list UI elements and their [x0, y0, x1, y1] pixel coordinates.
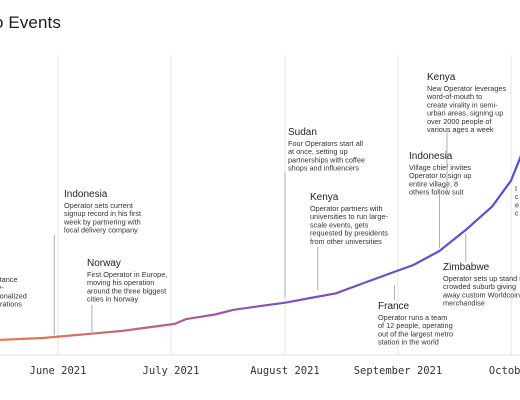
x-tick-label: September 2021 — [354, 365, 443, 377]
series-line — [0, 155, 520, 341]
annotation-title: Indonesia — [64, 189, 108, 200]
annotation-text-line: out of the largest metro — [378, 329, 453, 338]
annotation-text-line: universities to run large- — [310, 212, 388, 221]
annotation-text-line: Operator to sign up — [409, 171, 471, 180]
annotation-text-line: scale events, gets — [310, 220, 369, 229]
annotation-text-line: shops and influencers — [288, 164, 359, 173]
annotation-text-line: sonalized — [0, 291, 27, 300]
annotation-text-line: others follow suit — [409, 188, 463, 197]
annotation-text-line: Operator runs a team — [378, 313, 447, 322]
annotation-text-line: crowded suburb giving — [443, 282, 516, 291]
annotation-text-line: ly- — [0, 283, 4, 292]
annotation-text-line: requested by presidents — [310, 229, 388, 238]
annotation-text-line: merchandise — [443, 299, 485, 308]
annotation-text-line: around the three biggest — [87, 286, 166, 295]
annotation-text-line: New Operator leverages — [427, 84, 506, 93]
x-axis-ticks: June 2021 July 2021 August 2021 September 2… — [30, 365, 520, 377]
annotation-text-line: from other universities — [310, 237, 382, 246]
annotation-text-line: signup record in his first — [64, 209, 141, 218]
annotation-text-line: Operator sets current — [64, 201, 133, 210]
x-tick-label: July 2021 — [143, 365, 200, 377]
annotation-title: Kenya — [427, 72, 456, 83]
annotation-text-line: over 2000 people of — [427, 117, 492, 126]
annotation-text-line: station in the world — [378, 338, 439, 347]
annotation-title: Kenya — [310, 192, 339, 203]
annotation-title: Indonesia — [409, 151, 453, 162]
event-annotation: stancely-sonalizederations — [0, 275, 27, 309]
annotations: stancely-sonalizederationsIndonesiaOpera… — [0, 72, 520, 347]
annotation-text-line: c — [515, 192, 519, 201]
annotation-title: Sudan — [288, 127, 317, 138]
annotation-text-line: Village chief invites — [409, 163, 471, 172]
annotation-text-line: moving his operation — [87, 278, 154, 287]
chart-title: o Events — [0, 13, 61, 32]
annotation-text-line: create virality in semi- — [427, 100, 498, 109]
annotation-text-line: Four Operators start all — [288, 139, 363, 148]
annotation-text-line: cities in Norway — [87, 295, 138, 304]
annotation-text-line: at once, setting up — [288, 147, 348, 156]
annotation-text-line: word-of-mouth to — [426, 92, 482, 101]
annotation-text-line: entire village, 8 — [409, 179, 458, 188]
annotation-text-line: local delivery company — [64, 226, 138, 235]
annotation-text-line: c — [515, 209, 519, 218]
x-tick-label: October — [489, 365, 520, 377]
annotation-text-line: Operator sets up stand in — [443, 274, 520, 283]
x-tick-label: June 2021 — [30, 365, 87, 377]
annotation-text-line: I — [515, 184, 517, 193]
annotation-text-line: e — [515, 200, 519, 209]
annotation-text-line: various ages a week — [427, 125, 494, 134]
annotation-title: Norway — [87, 258, 121, 269]
annotation-text-line: First Operator in Europe, — [87, 270, 167, 279]
annotation-title: France — [378, 301, 410, 312]
annotation-text-line: erations — [0, 300, 22, 309]
annotation-text-line: partnerships with coffee — [288, 155, 365, 164]
x-tick-label: August 2021 — [250, 365, 320, 377]
annotation-title: Zimbabwe — [443, 262, 490, 273]
annotation-text-line: week by partnering with — [63, 217, 141, 226]
annotation-text-line: away custom Worldcoin — [443, 290, 520, 299]
annotation-text-line: of 12 people, operating — [378, 321, 453, 330]
annotation-text-line: Operator partners with — [310, 204, 383, 213]
annotation-text-line: urban areas, signing up — [427, 109, 503, 118]
